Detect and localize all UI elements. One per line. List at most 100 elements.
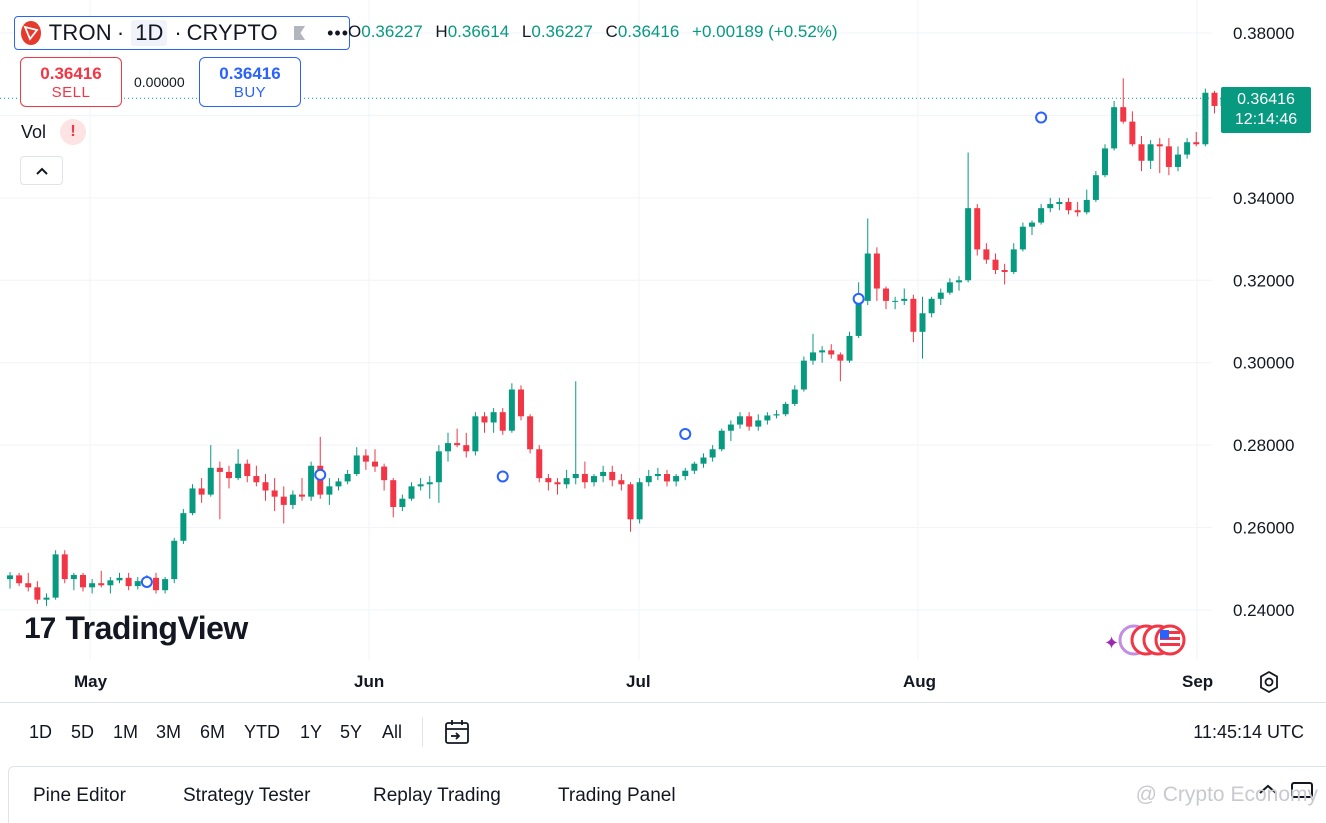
events-flags-icon[interactable]: ✦ xyxy=(1100,622,1190,658)
range-5d-button[interactable]: 5D xyxy=(71,722,95,742)
candle-body xyxy=(499,412,506,431)
range-ytd-button[interactable]: YTD xyxy=(244,722,280,742)
event-marker-icon[interactable] xyxy=(496,470,509,483)
range-3m-button[interactable]: 3M xyxy=(156,722,182,742)
candle-body xyxy=(1010,249,1017,273)
volume-indicator-label[interactable]: Vol xyxy=(21,122,47,142)
range-1y-button[interactable]: 1Y xyxy=(300,722,323,742)
y-axis-tick-label: 0.30000 xyxy=(1233,354,1294,373)
candle-body xyxy=(490,412,497,423)
candle-body xyxy=(1165,146,1172,167)
buy-button[interactable]: 0.36416 BUY xyxy=(199,57,301,107)
spread-value: 0.00000 xyxy=(134,74,185,90)
open-key: O xyxy=(348,22,362,41)
event-marker-icon[interactable] xyxy=(1035,111,1048,124)
candle-body xyxy=(1175,154,1181,167)
candle-body xyxy=(445,443,451,452)
utc-clock[interactable]: 11:45:14 UTC xyxy=(1193,722,1304,742)
candle-body xyxy=(572,473,579,479)
tradingview-wordmark: TradingView xyxy=(65,610,248,646)
chart-settings-icon[interactable] xyxy=(1257,670,1281,694)
candle-body xyxy=(855,300,862,336)
candle-body xyxy=(1184,142,1191,155)
candle-body xyxy=(873,253,880,289)
bar-countdown: 12:14:46 xyxy=(1234,111,1298,128)
candle-body xyxy=(591,476,597,483)
candle-body xyxy=(189,488,196,514)
symbol-header[interactable]: TRON · 1D · CRYPTO ••• xyxy=(14,16,350,50)
candle-body xyxy=(207,467,214,495)
range-6m-button[interactable]: 6M xyxy=(200,722,226,742)
candle-body xyxy=(463,445,470,452)
range-5y-button[interactable]: 5Y xyxy=(340,722,363,742)
more-options-icon[interactable]: ••• xyxy=(327,22,349,43)
candle-body xyxy=(919,313,926,332)
candle-body xyxy=(846,335,853,361)
tab-strategy-tester[interactable]: Strategy Tester xyxy=(183,785,311,806)
flag-icon[interactable] xyxy=(293,26,306,40)
warning-icon[interactable]: ! xyxy=(60,119,86,145)
candle-body xyxy=(25,583,32,588)
candle-body xyxy=(508,389,515,431)
candle-body xyxy=(1102,148,1108,176)
candle-body xyxy=(983,249,990,260)
event-marker-icon[interactable] xyxy=(314,468,327,481)
price-chart[interactable]: 0.38000 0.34000 0.32000 0.30000 0.28000 0.260… xyxy=(0,0,1326,702)
candle-body xyxy=(673,476,680,482)
separator-dot: · xyxy=(174,20,182,45)
candle-body xyxy=(1056,201,1063,205)
chart-area[interactable]: 0.38000 0.34000 0.32000 0.30000 0.28000 0.260… xyxy=(0,0,1326,702)
candle-body xyxy=(700,457,707,464)
candle-body xyxy=(299,494,305,497)
bottom-panel-tabs: Pine Editor Strategy Tester Replay Tradi… xyxy=(8,766,1326,823)
time-label-may: May xyxy=(74,672,108,691)
candle-body xyxy=(901,298,908,301)
candle-body xyxy=(280,496,287,505)
candle-body xyxy=(1111,107,1118,149)
candle-body xyxy=(1147,144,1154,161)
tradingview-logo[interactable]: 17 TradingView xyxy=(24,610,248,647)
range-1d-button[interactable]: 1D xyxy=(29,722,53,742)
range-1m-button[interactable]: 1M xyxy=(113,722,139,742)
time-label-jun: Jun xyxy=(354,672,385,691)
candle-body xyxy=(289,494,296,505)
candle-body xyxy=(107,580,114,586)
candle-body xyxy=(791,389,798,404)
candle-body xyxy=(727,424,734,431)
candle-body xyxy=(691,463,698,471)
change-value: +0.00189 (+0.52%) xyxy=(692,22,838,41)
candle-body xyxy=(435,451,442,483)
goto-date-icon[interactable] xyxy=(442,717,472,747)
separator-dot: · xyxy=(116,20,125,45)
tab-replay-trading[interactable]: Replay Trading xyxy=(373,785,501,806)
candle-body xyxy=(782,403,789,415)
candle-body xyxy=(800,360,807,390)
candle-body xyxy=(1065,201,1072,211)
y-axis-tick-label: 0.24000 xyxy=(1233,601,1294,620)
candle-body xyxy=(737,416,743,425)
candle-body xyxy=(262,482,269,491)
toolbar-divider xyxy=(422,717,423,747)
tab-trading-panel[interactable]: Trading Panel xyxy=(558,785,676,806)
tron-logo-icon xyxy=(21,21,41,45)
collapse-legend-button[interactable] xyxy=(20,156,63,185)
candle-body xyxy=(892,300,899,302)
candle-body xyxy=(627,484,634,520)
timeframe-label[interactable]: 1D xyxy=(131,20,168,46)
candle-body xyxy=(1038,208,1045,223)
event-marker-icon[interactable] xyxy=(140,575,153,588)
high-value: 0.36614 xyxy=(447,22,510,41)
candle-body xyxy=(946,282,953,293)
symbol-name[interactable]: TRON xyxy=(48,20,112,45)
tab-pine-editor[interactable]: Pine Editor xyxy=(33,785,126,806)
panel-controls-icon[interactable] xyxy=(1220,773,1320,803)
buy-label: BUY xyxy=(233,83,267,101)
range-all-button[interactable]: All xyxy=(382,722,403,742)
y-axis-tick-label: 0.34000 xyxy=(1233,189,1294,208)
candle-body xyxy=(326,486,333,495)
event-marker-icon[interactable] xyxy=(852,292,865,305)
event-marker-icon[interactable] xyxy=(679,428,692,441)
low-value: 0.36227 xyxy=(531,22,593,41)
candle-body xyxy=(390,480,397,507)
sell-button[interactable]: 0.36416 SELL xyxy=(20,57,122,107)
